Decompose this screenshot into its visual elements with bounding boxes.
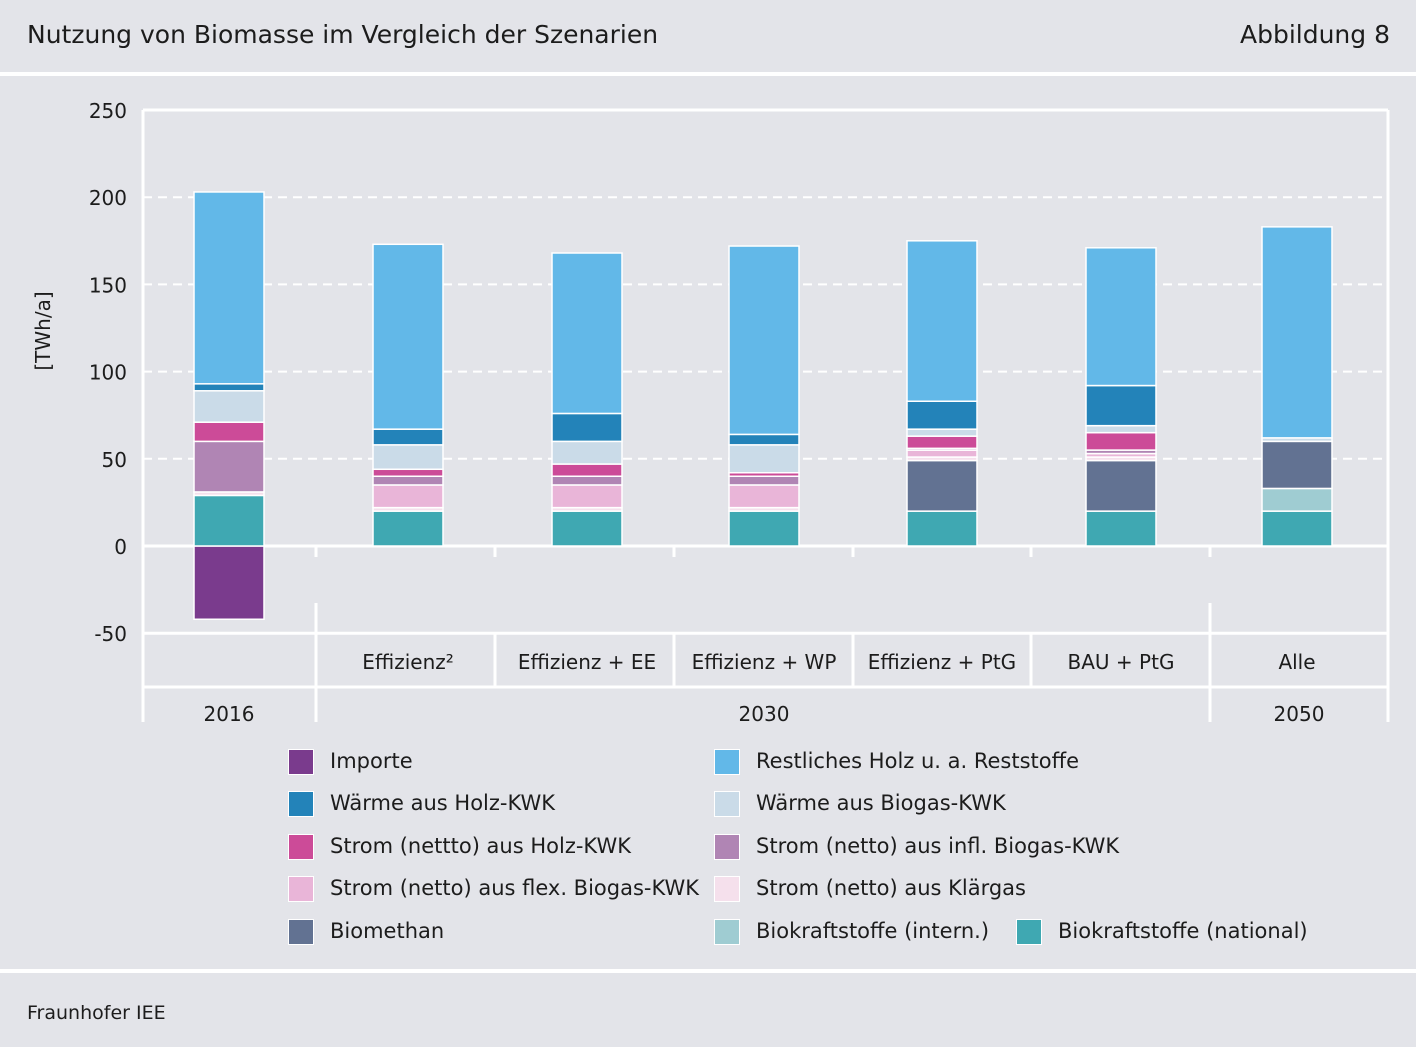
legend-swatch bbox=[1016, 919, 1042, 945]
bar-segment bbox=[372, 428, 444, 446]
bar-segment bbox=[1261, 510, 1333, 547]
bar-segment bbox=[906, 449, 978, 458]
bar-segment bbox=[193, 390, 265, 423]
bar-segment bbox=[551, 463, 623, 477]
bar-segment bbox=[193, 191, 265, 385]
bar-segment bbox=[193, 421, 265, 443]
bar-segment bbox=[551, 252, 623, 415]
bar-segment bbox=[1085, 247, 1157, 387]
bar-segment bbox=[372, 444, 444, 471]
legend-label: Strom (nettto) aus Holz-KWK bbox=[330, 834, 631, 858]
legend-swatch bbox=[288, 876, 314, 902]
legend-label: Wärme aus Biogas-KWK bbox=[756, 791, 1006, 815]
legend-swatch bbox=[714, 749, 740, 775]
source-note: Fraunhofer IEE bbox=[27, 1002, 166, 1024]
bar-segment bbox=[551, 510, 623, 547]
year-label: 2016 bbox=[204, 702, 255, 726]
bar-segment bbox=[1085, 424, 1157, 434]
bars-layer bbox=[193, 191, 1333, 620]
header-divider bbox=[0, 72, 1416, 76]
legend-label: Biokraftstoffe (intern.) bbox=[756, 919, 990, 943]
bar-segment bbox=[372, 468, 444, 477]
bar-segment bbox=[1085, 510, 1157, 547]
bar-segment bbox=[551, 440, 623, 465]
bar-segment bbox=[372, 475, 444, 486]
legend-swatch bbox=[714, 791, 740, 817]
bar-segment bbox=[906, 240, 978, 402]
bar-segment bbox=[1261, 440, 1333, 490]
bar-segment bbox=[906, 428, 978, 437]
legend-label: Biokraftstoffe (national) bbox=[1058, 919, 1308, 943]
figure-header: Nutzung von Biomasse im Vergleich der Sz… bbox=[0, 0, 1416, 72]
bar-segment bbox=[1085, 431, 1157, 451]
bar-segment bbox=[906, 510, 978, 547]
year-label: 2030 bbox=[739, 702, 790, 726]
legend-label: Wärme aus Holz-KWK bbox=[330, 791, 556, 815]
footer-divider bbox=[0, 969, 1416, 973]
y-tick-label: -50 bbox=[94, 622, 127, 646]
bar-segment bbox=[372, 510, 444, 547]
bar-segment bbox=[728, 475, 800, 486]
bar-segment bbox=[372, 484, 444, 509]
scenario-label: Effizienz + EE bbox=[518, 650, 656, 674]
bar-segment bbox=[551, 412, 623, 443]
legend-label: Strom (netto) aus infl. Biogas-KWK bbox=[756, 834, 1120, 858]
y-tick-label: 100 bbox=[89, 361, 127, 385]
bar-segment bbox=[1261, 226, 1333, 439]
legend-label: Biomethan bbox=[330, 919, 445, 943]
axis-layer: 250 200 150 100 50 0 -50 [TWh/a] Effizienz² Effiz… bbox=[31, 99, 1324, 726]
bar-segment bbox=[1085, 459, 1157, 512]
page-title: Nutzung von Biomasse im Vergleich der Sz… bbox=[27, 20, 659, 49]
bar-segment bbox=[1261, 487, 1333, 512]
y-tick-label: 0 bbox=[114, 535, 127, 559]
legend-swatch bbox=[714, 876, 740, 902]
bar-segment bbox=[906, 400, 978, 430]
bar-segment bbox=[372, 243, 444, 430]
figure-label: Abbildung 8 bbox=[1239, 20, 1390, 49]
legend-label: Importe bbox=[330, 749, 413, 773]
biomass-chart: 250 200 150 100 50 0 -50 [TWh/a] Effizienz² Effiz… bbox=[31, 99, 1390, 726]
bar-segment bbox=[728, 433, 800, 446]
scenario-label: BAU + PtG bbox=[1068, 650, 1175, 674]
bar-segment bbox=[906, 459, 978, 512]
bar-segment bbox=[193, 494, 265, 547]
legend-label: Strom (netto) aus flex. Biogas-KWK bbox=[330, 876, 700, 900]
bar-segment bbox=[728, 484, 800, 509]
bar-segment bbox=[193, 440, 265, 493]
bar-segment bbox=[551, 475, 623, 486]
legend-label: Restliches Holz u. a. Reststoffe bbox=[756, 749, 1080, 773]
legend-swatch bbox=[288, 919, 314, 945]
y-tick-label: 150 bbox=[89, 273, 127, 297]
y-tick-label: 250 bbox=[89, 99, 127, 123]
bar-segment bbox=[193, 383, 265, 392]
bar-segment bbox=[551, 484, 623, 509]
y-axis-label: [TWh/a] bbox=[31, 291, 55, 370]
bar-segment bbox=[728, 510, 800, 547]
legend-label: Strom (netto) aus Klärgas bbox=[756, 876, 1026, 900]
scenario-label: Effizienz + PtG bbox=[868, 650, 1016, 674]
scenario-label: Effizienz² bbox=[362, 650, 454, 674]
bar-segment bbox=[1085, 384, 1157, 427]
bar-segment bbox=[906, 435, 978, 450]
year-label: 2050 bbox=[1274, 702, 1325, 726]
y-tick-label: 200 bbox=[89, 186, 127, 210]
legend-swatch bbox=[288, 834, 314, 860]
scenario-label: Alle bbox=[1278, 650, 1315, 674]
bar-segment bbox=[193, 545, 265, 620]
legend-swatch bbox=[288, 749, 314, 775]
legend-swatch bbox=[288, 791, 314, 817]
bar-segment bbox=[728, 245, 800, 436]
scenario-label: Effizienz + WP bbox=[692, 650, 837, 674]
legend-swatch bbox=[714, 919, 740, 945]
bar-segment bbox=[728, 444, 800, 474]
y-tick-label: 50 bbox=[102, 448, 127, 472]
legend-swatch bbox=[714, 834, 740, 860]
